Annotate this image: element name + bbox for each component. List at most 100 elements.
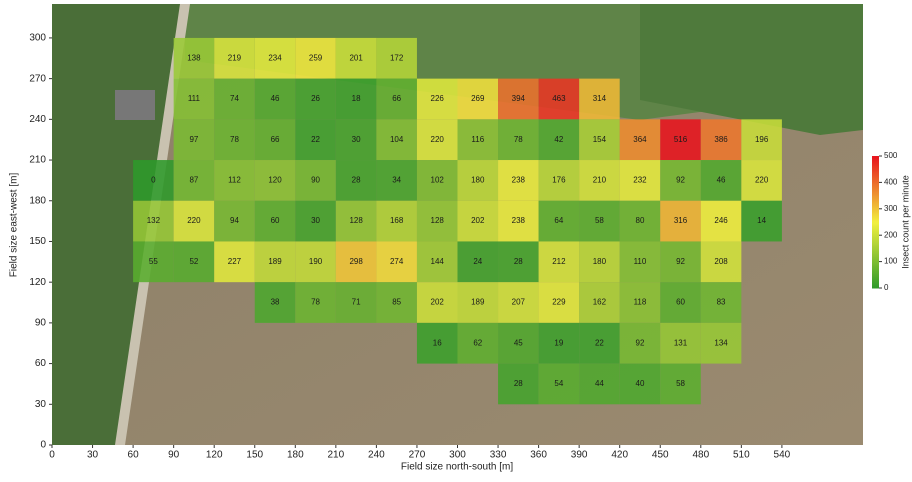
cell-label: 28 xyxy=(514,379,523,388)
cell-label: 92 xyxy=(676,257,685,266)
colorbar-swatch xyxy=(872,274,879,277)
colorbar-swatch xyxy=(872,220,879,223)
cell-label: 298 xyxy=(349,257,363,266)
heatmap-cell xyxy=(619,282,661,323)
heatmap-cell xyxy=(579,160,620,201)
heatmap-cell xyxy=(660,119,701,161)
cell-label: 132 xyxy=(147,216,161,225)
cell-label: 42 xyxy=(554,135,563,144)
colorbar-swatch xyxy=(872,278,879,281)
colorbar-swatch xyxy=(872,254,879,257)
cell-label: 120 xyxy=(268,176,282,185)
cell-label: 234 xyxy=(268,53,282,62)
colorbar-swatch xyxy=(872,176,879,179)
cell-label: 55 xyxy=(149,257,158,266)
cell-label: 118 xyxy=(634,298,647,307)
cell-label: 62 xyxy=(473,338,482,347)
heatmap-cell xyxy=(173,160,215,201)
colorbar-swatch xyxy=(872,212,879,215)
cell-label: 226 xyxy=(431,94,445,103)
cell-label: 18 xyxy=(352,94,361,103)
colorbar-tick-label: 400 xyxy=(884,178,898,187)
heatmap-cell xyxy=(457,322,499,364)
heatmap-cell xyxy=(335,282,377,323)
colorbar-swatch xyxy=(872,286,879,289)
y-tick-label: 30 xyxy=(35,399,47,410)
colorbar-swatch xyxy=(872,172,879,175)
cell-label: 66 xyxy=(271,135,280,144)
x-tick-label: 390 xyxy=(571,450,588,461)
cell-label: 190 xyxy=(309,257,323,266)
colorbar-swatch xyxy=(872,224,879,227)
x-tick-label: 60 xyxy=(128,450,140,461)
colorbar-tick-label: 200 xyxy=(884,230,898,239)
x-tick-label: 180 xyxy=(287,450,304,461)
cell-label: 220 xyxy=(187,216,201,225)
heatmap-cell xyxy=(457,160,499,201)
heatmap-cell xyxy=(619,200,661,242)
colorbar-swatch xyxy=(872,210,879,213)
heatmap-cell xyxy=(214,78,255,120)
cell-label: 66 xyxy=(392,94,401,103)
heatmap-cell xyxy=(538,200,580,242)
colorbar-swatch xyxy=(872,256,879,259)
heatmap-cell xyxy=(254,241,296,283)
colorbar-swatch xyxy=(872,234,879,237)
heatmap-cell xyxy=(741,160,782,201)
cell-label: 516 xyxy=(674,135,688,144)
colorbar-swatch xyxy=(872,168,879,171)
heatmap-cell xyxy=(498,200,539,242)
cell-label: 30 xyxy=(352,135,361,144)
heatmap-cell xyxy=(660,282,701,323)
heatmap-cell xyxy=(498,322,539,364)
cell-label: 176 xyxy=(552,176,566,185)
cell-label: 34 xyxy=(392,176,401,185)
heatmap-cell xyxy=(457,282,499,323)
x-tick-label: 120 xyxy=(206,450,223,461)
cell-label: 274 xyxy=(390,257,404,266)
cell-label: 172 xyxy=(390,53,404,62)
colorbar-swatch xyxy=(872,200,879,203)
colorbar-swatch xyxy=(872,258,879,261)
y-axis-label: Field size east-west [m] xyxy=(9,173,20,278)
heatmap-cell xyxy=(254,119,296,161)
colorbar-swatch xyxy=(872,208,879,211)
cell-label: 22 xyxy=(311,135,320,144)
cell-label: 0 xyxy=(151,176,156,185)
cell-label: 28 xyxy=(514,257,523,266)
cell-label: 60 xyxy=(676,298,685,307)
cell-label: 220 xyxy=(755,176,769,185)
heatmap-cell xyxy=(214,37,255,79)
y-tick-label: 180 xyxy=(29,195,46,206)
colorbar-swatch xyxy=(872,194,879,197)
heatmap-cell xyxy=(700,322,742,364)
colorbar-swatch xyxy=(872,280,879,283)
colorbar-swatch xyxy=(872,268,879,271)
heatmap-cell xyxy=(619,160,661,201)
cell-label: 180 xyxy=(593,257,607,266)
colorbar-swatch xyxy=(872,270,879,273)
heatmap-cell xyxy=(579,78,620,120)
cell-label: 45 xyxy=(514,338,523,347)
heatmap-cell xyxy=(376,37,417,79)
colorbar-swatch xyxy=(872,156,879,159)
y-tick-label: 270 xyxy=(29,73,46,84)
cell-label: 116 xyxy=(471,135,484,144)
heatmap-cell xyxy=(498,160,539,201)
heatmap-cell xyxy=(133,200,174,242)
colorbar-swatch xyxy=(872,218,879,221)
heatmap-cell xyxy=(173,37,215,79)
cell-label: 394 xyxy=(512,94,526,103)
heatmap-cell xyxy=(335,37,377,79)
y-tick-label: 240 xyxy=(29,114,46,125)
cell-label: 238 xyxy=(512,176,526,185)
heatmap-cell xyxy=(700,241,742,283)
x-tick-label: 330 xyxy=(490,450,507,461)
heatmap-cell xyxy=(416,241,458,283)
heatmap-cell xyxy=(700,119,742,161)
cell-label: 92 xyxy=(676,176,685,185)
colorbar-swatch xyxy=(872,232,879,235)
cell-label: 232 xyxy=(633,176,647,185)
heatmap-cell xyxy=(457,119,499,161)
heatmap-cell xyxy=(295,37,336,79)
